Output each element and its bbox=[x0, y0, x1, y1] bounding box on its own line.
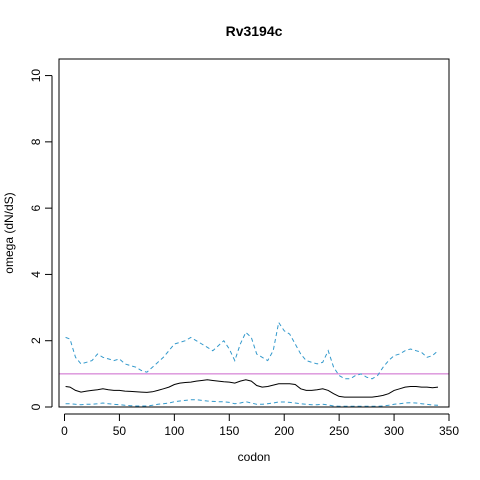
y-tick-label: 0 bbox=[29, 403, 43, 410]
x-tick-label: 150 bbox=[219, 424, 239, 438]
x-tick-label: 350 bbox=[439, 424, 459, 438]
y-tick-label: 10 bbox=[29, 69, 43, 83]
plot-lines bbox=[59, 321, 449, 407]
series-line-estimate bbox=[65, 379, 439, 398]
y-tick-label: 2 bbox=[29, 337, 43, 344]
chart-title: Rv3194c bbox=[226, 23, 283, 39]
x-tick-label: 200 bbox=[274, 424, 294, 438]
y-tick-label: 6 bbox=[29, 204, 43, 211]
x-tick-label: 50 bbox=[113, 424, 127, 438]
x-tick-label: 250 bbox=[329, 424, 349, 438]
x-tick-label: 300 bbox=[384, 424, 404, 438]
y-tick-label: 4 bbox=[29, 271, 43, 278]
x-tick-label: 0 bbox=[61, 424, 68, 438]
plot-frame bbox=[58, 58, 450, 408]
series-line-upper-bound bbox=[65, 321, 439, 380]
x-tick-label: 100 bbox=[164, 424, 184, 438]
x-axis-label: codon bbox=[238, 450, 271, 464]
axes: 0 50 100 150 200 250 300 350 0 2 4 6 8 10 bbox=[29, 69, 459, 438]
y-axis-label: omega (dN/dS) bbox=[2, 192, 16, 273]
y-tick-label: 8 bbox=[29, 138, 43, 145]
